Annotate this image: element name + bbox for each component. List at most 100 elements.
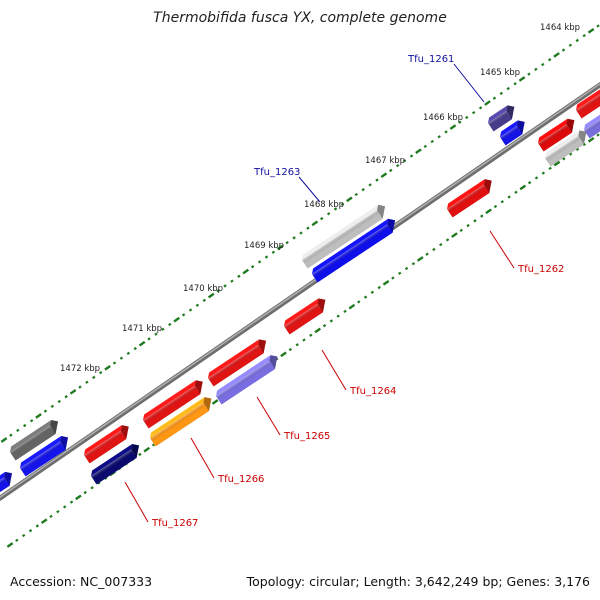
- scale-label: 1470 kbp: [183, 284, 223, 294]
- minor-tick: [493, 204, 498, 209]
- minor-tick: [363, 295, 368, 299]
- minor-tick: [432, 247, 436, 252]
- minor-tick: [119, 356, 124, 360]
- minor-tick: [575, 147, 580, 151]
- minor-tick: [575, 38, 579, 43]
- gene-label: Tfu_1261: [407, 54, 454, 65]
- minor-tick: [336, 314, 340, 318]
- minor-tick: [306, 226, 310, 230]
- minor-tick: [368, 183, 372, 187]
- major-tick: [6, 542, 14, 548]
- minor-tick: [21, 533, 26, 538]
- major-tick: [280, 351, 287, 358]
- minor-tick: [292, 236, 296, 240]
- major-tick: [415, 148, 422, 154]
- gene-blue-box-a: [500, 120, 525, 146]
- minor-tick: [548, 166, 552, 171]
- scale-label: 1465 kbp: [480, 68, 520, 78]
- minor-tick: [126, 351, 131, 355]
- major-tick: [382, 279, 390, 286]
- minor-tick: [16, 428, 20, 433]
- minor-tick: [377, 285, 381, 290]
- accession-footer: Accession: NC_007333: [10, 574, 152, 589]
- minor-tick: [85, 380, 89, 384]
- major-tick: [449, 124, 457, 130]
- minor-tick: [92, 375, 96, 380]
- scale-label: 1472 kbp: [60, 364, 100, 374]
- leader-line: [321, 349, 347, 391]
- leader-line: [190, 437, 215, 479]
- minor-tick: [161, 327, 165, 331]
- topology-footer: Topology: circular; Length: 3,642,249 bp…: [246, 574, 590, 589]
- minor-tick: [402, 159, 407, 163]
- minor-tick: [333, 207, 338, 211]
- gene-tfu-1262-box: [447, 179, 492, 218]
- minor-tick: [568, 152, 573, 156]
- gene-features: [0, 87, 600, 493]
- minor-tick: [534, 176, 539, 180]
- major-tick: [242, 268, 250, 275]
- major-tick: [138, 340, 146, 347]
- minor-tick: [29, 419, 34, 423]
- minor-tick: [230, 279, 234, 283]
- major-tick: [485, 208, 492, 215]
- minor-tick: [188, 308, 193, 312]
- minor-tick: [78, 385, 82, 389]
- minor-tick: [391, 276, 395, 280]
- leader-line: [124, 481, 149, 523]
- minor-tick: [147, 337, 151, 341]
- minor-tick: [288, 347, 293, 352]
- minor-tick: [596, 133, 600, 137]
- minor-tick: [112, 361, 117, 365]
- minor-tick: [195, 303, 200, 307]
- major-tick: [69, 389, 77, 395]
- minor-tick: [466, 223, 470, 228]
- major-tick: [553, 52, 560, 58]
- minor-tick: [138, 452, 142, 457]
- minor-tick: [527, 72, 531, 76]
- minor-tick: [404, 266, 409, 271]
- minor-tick: [299, 231, 303, 235]
- genome-backbone: [0, 81, 600, 502]
- gene-grey-box-b: [10, 419, 59, 461]
- major-tick: [451, 232, 458, 238]
- minor-tick: [202, 298, 206, 303]
- major-tick: [311, 220, 319, 227]
- minor-tick: [425, 252, 429, 256]
- minor-tick: [375, 178, 379, 182]
- backbone-line: [0, 81, 600, 502]
- minor-tick: [541, 62, 545, 67]
- minor-tick: [181, 313, 186, 317]
- gene-label: Tfu_1265: [283, 431, 330, 442]
- minor-tick: [541, 171, 545, 175]
- minor-tick: [250, 265, 255, 269]
- gene-blue-box-d: [0, 471, 13, 493]
- leader-line: [453, 63, 485, 103]
- accession-label: Accession:: [10, 574, 77, 589]
- minor-tick: [326, 212, 331, 216]
- gene-red-box-c: [208, 339, 267, 387]
- minor-tick: [35, 524, 40, 528]
- minor-tick: [99, 370, 103, 375]
- minor-tick: [465, 115, 469, 120]
- map-title: Thermobifida fusca YX, complete genome: [153, 10, 447, 26]
- gene-label: Tfu_1266: [217, 474, 264, 485]
- minor-tick: [547, 58, 552, 62]
- minor-tick: [568, 43, 573, 47]
- minor-tick: [444, 130, 448, 134]
- minor-tick: [295, 343, 299, 347]
- major-tick: [143, 446, 151, 453]
- minor-tick: [439, 243, 443, 247]
- minor-tick: [411, 262, 416, 266]
- major-tick: [314, 327, 321, 334]
- minor-tick: [49, 514, 53, 519]
- minor-tick: [596, 24, 600, 28]
- minor-tick: [527, 181, 532, 185]
- leader-line: [256, 396, 281, 436]
- minor-tick: [506, 86, 510, 91]
- minor-tick: [69, 500, 74, 504]
- minor-tick: [90, 486, 94, 490]
- gene-tfu-1261-box: [488, 105, 515, 132]
- outer-tick-row: [0, 24, 600, 443]
